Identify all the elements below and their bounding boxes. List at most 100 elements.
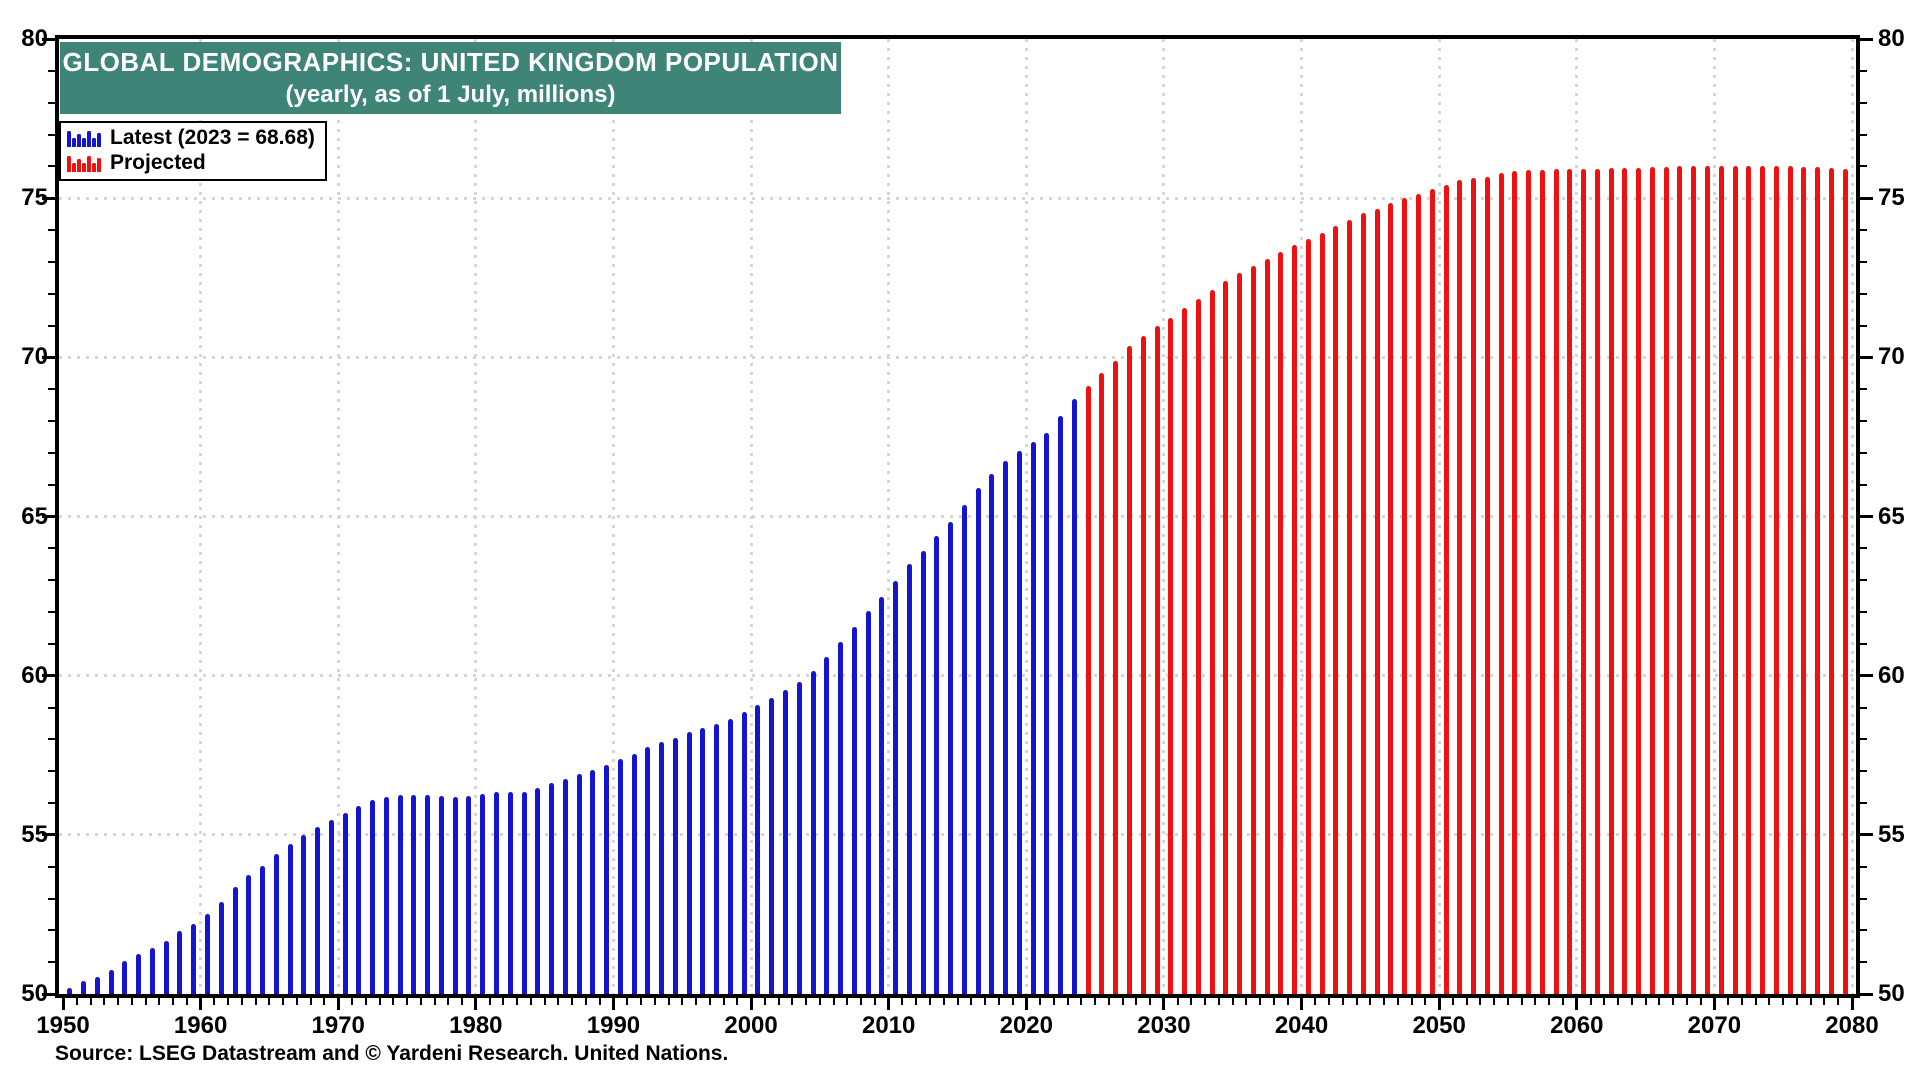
bar-1959: [191, 923, 197, 994]
x-axis-tick: [1383, 998, 1386, 1005]
bar-2046: [1388, 202, 1394, 994]
x-gridline: [749, 39, 753, 994]
y-axis-tick-left: [48, 483, 55, 486]
x-axis-tick: [1754, 998, 1757, 1005]
x-axis-tick: [1273, 998, 1275, 1005]
bar-1994: [672, 737, 678, 994]
y-gridline: [59, 833, 1856, 837]
x-axis-tick: [1024, 998, 1028, 1010]
bar-2073: [1760, 166, 1766, 994]
bar-2018: [1003, 461, 1009, 994]
y-axis-tick-left: [48, 101, 55, 104]
x-axis-tick: [749, 998, 753, 1010]
y-axis-tick-left: [48, 897, 55, 900]
bar-1989: [604, 765, 610, 994]
bar-1975: [411, 795, 417, 994]
y-axis-tick-left: [42, 992, 55, 996]
y-axis-label-right: 70: [1878, 343, 1905, 371]
x-axis-tick: [777, 998, 780, 1005]
x-axis-tick: [1162, 998, 1166, 1010]
x-axis-tick: [268, 998, 271, 1005]
x-axis-tick: [1204, 998, 1207, 1005]
x-axis-tick: [1328, 998, 1331, 1005]
y-axis-tick-left: [42, 196, 55, 200]
x-axis-tick: [1575, 998, 1579, 1010]
y-axis-tick-right: [1860, 770, 1867, 773]
y-axis-tick-right: [1860, 101, 1867, 104]
bar-1973: [383, 797, 389, 994]
bar-2043: [1347, 219, 1353, 994]
bar-2063: [1622, 168, 1628, 994]
x-gridline: [336, 39, 340, 994]
bar-2045: [1374, 208, 1380, 994]
y-axis-label-right: 50: [1878, 980, 1905, 1007]
x-axis-tick: [336, 998, 340, 1010]
bar-1997: [714, 724, 720, 994]
x-axis-tick: [1121, 998, 1124, 1005]
bar-2010: [893, 580, 899, 994]
bar-2068: [1691, 166, 1697, 994]
bar-1954: [122, 961, 128, 994]
x-axis-tick: [130, 998, 133, 1005]
x-axis-tick: [1548, 998, 1551, 1005]
x-gridline: [1712, 39, 1716, 994]
legend-icon-bar: [72, 162, 76, 172]
x-axis-tick: [942, 998, 945, 1005]
x-axis-label: 1960: [173, 1012, 228, 1039]
bar-1980: [480, 793, 486, 994]
x-axis-tick: [1107, 998, 1110, 1005]
y-axis-tick-right: [1860, 642, 1867, 645]
x-gridline: [1162, 39, 1166, 994]
y-axis-tick-left: [42, 37, 55, 41]
x-axis-tick: [1286, 998, 1289, 1005]
x-axis-tick: [364, 998, 367, 1005]
bar-2009: [879, 596, 885, 994]
x-axis-tick: [611, 998, 615, 1010]
x-axis-tick: [1314, 998, 1317, 1005]
x-axis-label: 2040: [1274, 1012, 1329, 1039]
bar-2052: [1471, 177, 1477, 994]
legend-icon-bar: [87, 155, 91, 172]
x-axis-tick: [1782, 998, 1785, 1005]
legend-icon-bar: [77, 133, 81, 147]
x-axis-tick: [419, 998, 422, 1005]
bar-1983: [521, 791, 527, 994]
x-axis-tick: [1589, 998, 1592, 1005]
source-note: Source: LSEG Datastream and © Yardeni Re…: [55, 1042, 729, 1065]
x-axis-tick: [1644, 998, 1647, 1005]
x-axis-tick: [571, 998, 574, 1005]
bar-2016: [975, 488, 981, 994]
x-axis-tick: [1341, 998, 1344, 1005]
x-axis-tick: [1520, 998, 1523, 1005]
x-axis-tick: [502, 998, 505, 1005]
legend-icon-bar: [97, 157, 101, 172]
x-axis-tick: [282, 998, 285, 1005]
bar-2076: [1801, 166, 1807, 994]
x-axis-tick: [1176, 998, 1179, 1005]
x-axis-tick: [1424, 998, 1427, 1005]
x-axis-tick: [1672, 998, 1675, 1005]
x-axis-label: 2000: [724, 1012, 778, 1039]
x-axis-tick: [584, 998, 587, 1005]
bar-1978: [452, 797, 458, 994]
y-axis-tick-left: [48, 292, 55, 295]
bar-2022: [1058, 415, 1064, 994]
legend-icon-bar: [92, 162, 96, 172]
y-axis-tick-right: [1860, 515, 1873, 518]
x-gridline: [1850, 39, 1854, 994]
bar-2015: [961, 505, 967, 994]
legend-item-latest: Latest (2023 = 68.68): [67, 125, 315, 150]
x-axis-tick: [1300, 998, 1304, 1010]
y-axis-tick-right: [1860, 37, 1873, 41]
y-axis-tick-right: [1860, 897, 1867, 900]
bar-2005: [824, 656, 830, 994]
y-axis-tick-left: [48, 69, 55, 72]
x-axis-tick: [791, 998, 794, 1005]
y-axis-tick-left: [42, 515, 55, 518]
y-axis-tick-left: [48, 133, 55, 136]
bar-1971: [356, 806, 362, 994]
x-axis-tick: [639, 998, 642, 1005]
y-axis-label-right: 65: [1878, 502, 1905, 530]
x-axis-tick: [406, 998, 409, 1005]
y-axis-tick-left: [48, 324, 55, 327]
